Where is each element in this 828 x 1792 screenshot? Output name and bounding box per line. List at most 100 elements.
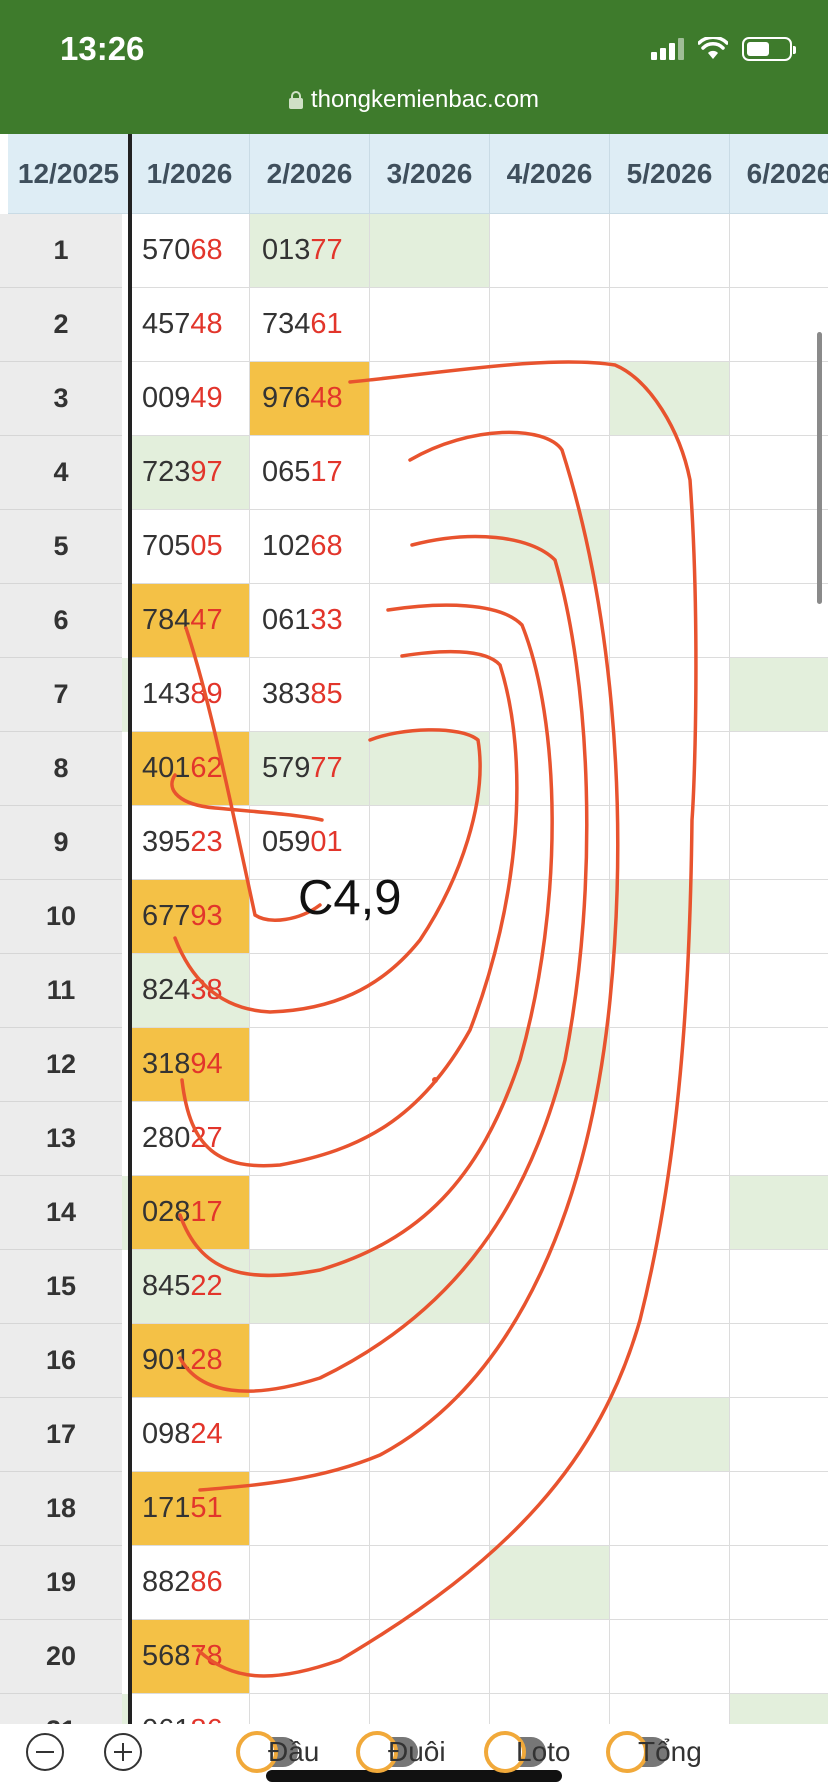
result-cell[interactable] [610, 362, 730, 436]
result-cell[interactable] [490, 1694, 610, 1724]
result-cell[interactable] [730, 1324, 828, 1398]
result-cell[interactable] [610, 806, 730, 880]
result-cell[interactable] [610, 1176, 730, 1250]
result-cell[interactable]: 824 38 [130, 954, 250, 1028]
result-cell[interactable] [370, 1250, 490, 1324]
result-cell[interactable] [490, 1620, 610, 1694]
result-cell[interactable] [490, 954, 610, 1028]
result-cell[interactable] [370, 362, 490, 436]
result-cell[interactable] [370, 584, 490, 658]
result-cell[interactable] [370, 806, 490, 880]
result-cell[interactable]: 457 48 [130, 288, 250, 362]
result-cell[interactable]: 013 77 [250, 214, 370, 288]
result-cell[interactable] [730, 288, 828, 362]
result-cell[interactable] [610, 1546, 730, 1620]
result-cell[interactable] [250, 1694, 370, 1724]
result-cell[interactable] [490, 880, 610, 954]
result-cell[interactable] [370, 214, 490, 288]
result-cell[interactable] [730, 436, 828, 510]
result-cell[interactable] [730, 1546, 828, 1620]
toggle-tong[interactable]: Tổng [606, 1730, 702, 1774]
result-cell[interactable]: 061 33 [250, 584, 370, 658]
result-cell[interactable]: 318 94 [130, 1028, 250, 1102]
result-cell[interactable] [250, 954, 370, 1028]
result-cell[interactable] [730, 1176, 828, 1250]
result-cell[interactable] [730, 510, 828, 584]
result-cell[interactable]: 06186 [130, 1694, 250, 1724]
result-cell[interactable] [490, 1324, 610, 1398]
result-cell[interactable]: 009 49 [130, 362, 250, 436]
result-cell[interactable]: 383 85 [250, 658, 370, 732]
result-cell[interactable] [370, 288, 490, 362]
result-cell[interactable] [370, 1176, 490, 1250]
result-cell[interactable]: 059 01 [250, 806, 370, 880]
result-cell[interactable] [250, 1250, 370, 1324]
result-cell[interactable]: 570 68 [130, 214, 250, 288]
result-cell[interactable] [490, 288, 610, 362]
result-cell[interactable] [730, 1694, 828, 1724]
result-cell[interactable]: 579 77 [250, 732, 370, 806]
result-cell[interactable]: 901 28 [130, 1324, 250, 1398]
result-cell[interactable] [370, 658, 490, 732]
result-cell[interactable] [730, 1398, 828, 1472]
result-cell[interactable] [610, 954, 730, 1028]
result-cell[interactable] [610, 1694, 730, 1724]
result-cell[interactable] [490, 436, 610, 510]
result-cell[interactable] [370, 1028, 490, 1102]
result-cell[interactable] [730, 214, 828, 288]
result-cell[interactable] [610, 1102, 730, 1176]
result-cell[interactable] [610, 1250, 730, 1324]
result-cell[interactable] [250, 1028, 370, 1102]
result-cell[interactable]: 028 17 [130, 1176, 250, 1250]
result-cell[interactable] [250, 1472, 370, 1546]
result-cell[interactable] [250, 1546, 370, 1620]
lottery-statistics-table[interactable]: 12/2025 1/2026 2/2026 3/2026 4/2026 5/2026 6/2… [0, 134, 828, 1724]
result-cell[interactable]: 705 05 [130, 510, 250, 584]
result-cell[interactable]: 882 86 [130, 1546, 250, 1620]
result-cell[interactable]: 568 78 [130, 1620, 250, 1694]
result-cell[interactable] [610, 1028, 730, 1102]
result-cell[interactable] [370, 732, 490, 806]
result-cell[interactable] [490, 806, 610, 880]
result-cell[interactable] [490, 658, 610, 732]
result-cell[interactable]: 401 62 [130, 732, 250, 806]
zoom-out-button[interactable] [26, 1733, 64, 1771]
result-cell[interactable] [730, 1472, 828, 1546]
result-cell[interactable] [730, 1250, 828, 1324]
result-cell[interactable]: 098 24 [130, 1398, 250, 1472]
result-cell[interactable] [250, 1398, 370, 1472]
result-cell[interactable] [730, 584, 828, 658]
result-cell[interactable] [730, 362, 828, 436]
result-cell[interactable] [370, 1620, 490, 1694]
zoom-in-button[interactable] [104, 1733, 142, 1771]
result-cell[interactable]: 677 93 [130, 880, 250, 954]
result-cell[interactable]: 280 27 [130, 1102, 250, 1176]
result-cell[interactable] [490, 584, 610, 658]
result-cell[interactable] [730, 732, 828, 806]
result-cell[interactable] [610, 1398, 730, 1472]
result-cell[interactable] [730, 880, 828, 954]
result-cell[interactable] [250, 1176, 370, 1250]
result-cell[interactable] [610, 288, 730, 362]
result-cell[interactable]: 784 47 [130, 584, 250, 658]
result-cell[interactable] [250, 1102, 370, 1176]
result-cell[interactable]: 845 22 [130, 1250, 250, 1324]
result-cell[interactable] [730, 1620, 828, 1694]
result-cell[interactable] [730, 806, 828, 880]
result-cell[interactable] [370, 1694, 490, 1724]
result-cell[interactable] [490, 510, 610, 584]
result-cell[interactable] [370, 954, 490, 1028]
result-cell[interactable] [730, 658, 828, 732]
result-cell[interactable] [610, 658, 730, 732]
result-cell[interactable] [370, 1546, 490, 1620]
result-cell[interactable] [730, 1102, 828, 1176]
result-cell[interactable] [490, 732, 610, 806]
result-cell[interactable] [490, 1250, 610, 1324]
result-cell[interactable]: 723 97 [130, 436, 250, 510]
result-cell[interactable] [490, 1028, 610, 1102]
result-cell[interactable] [490, 1546, 610, 1620]
result-cell[interactable] [490, 1472, 610, 1546]
result-cell[interactable] [370, 510, 490, 584]
result-cell[interactable] [610, 880, 730, 954]
result-cell[interactable] [730, 954, 828, 1028]
